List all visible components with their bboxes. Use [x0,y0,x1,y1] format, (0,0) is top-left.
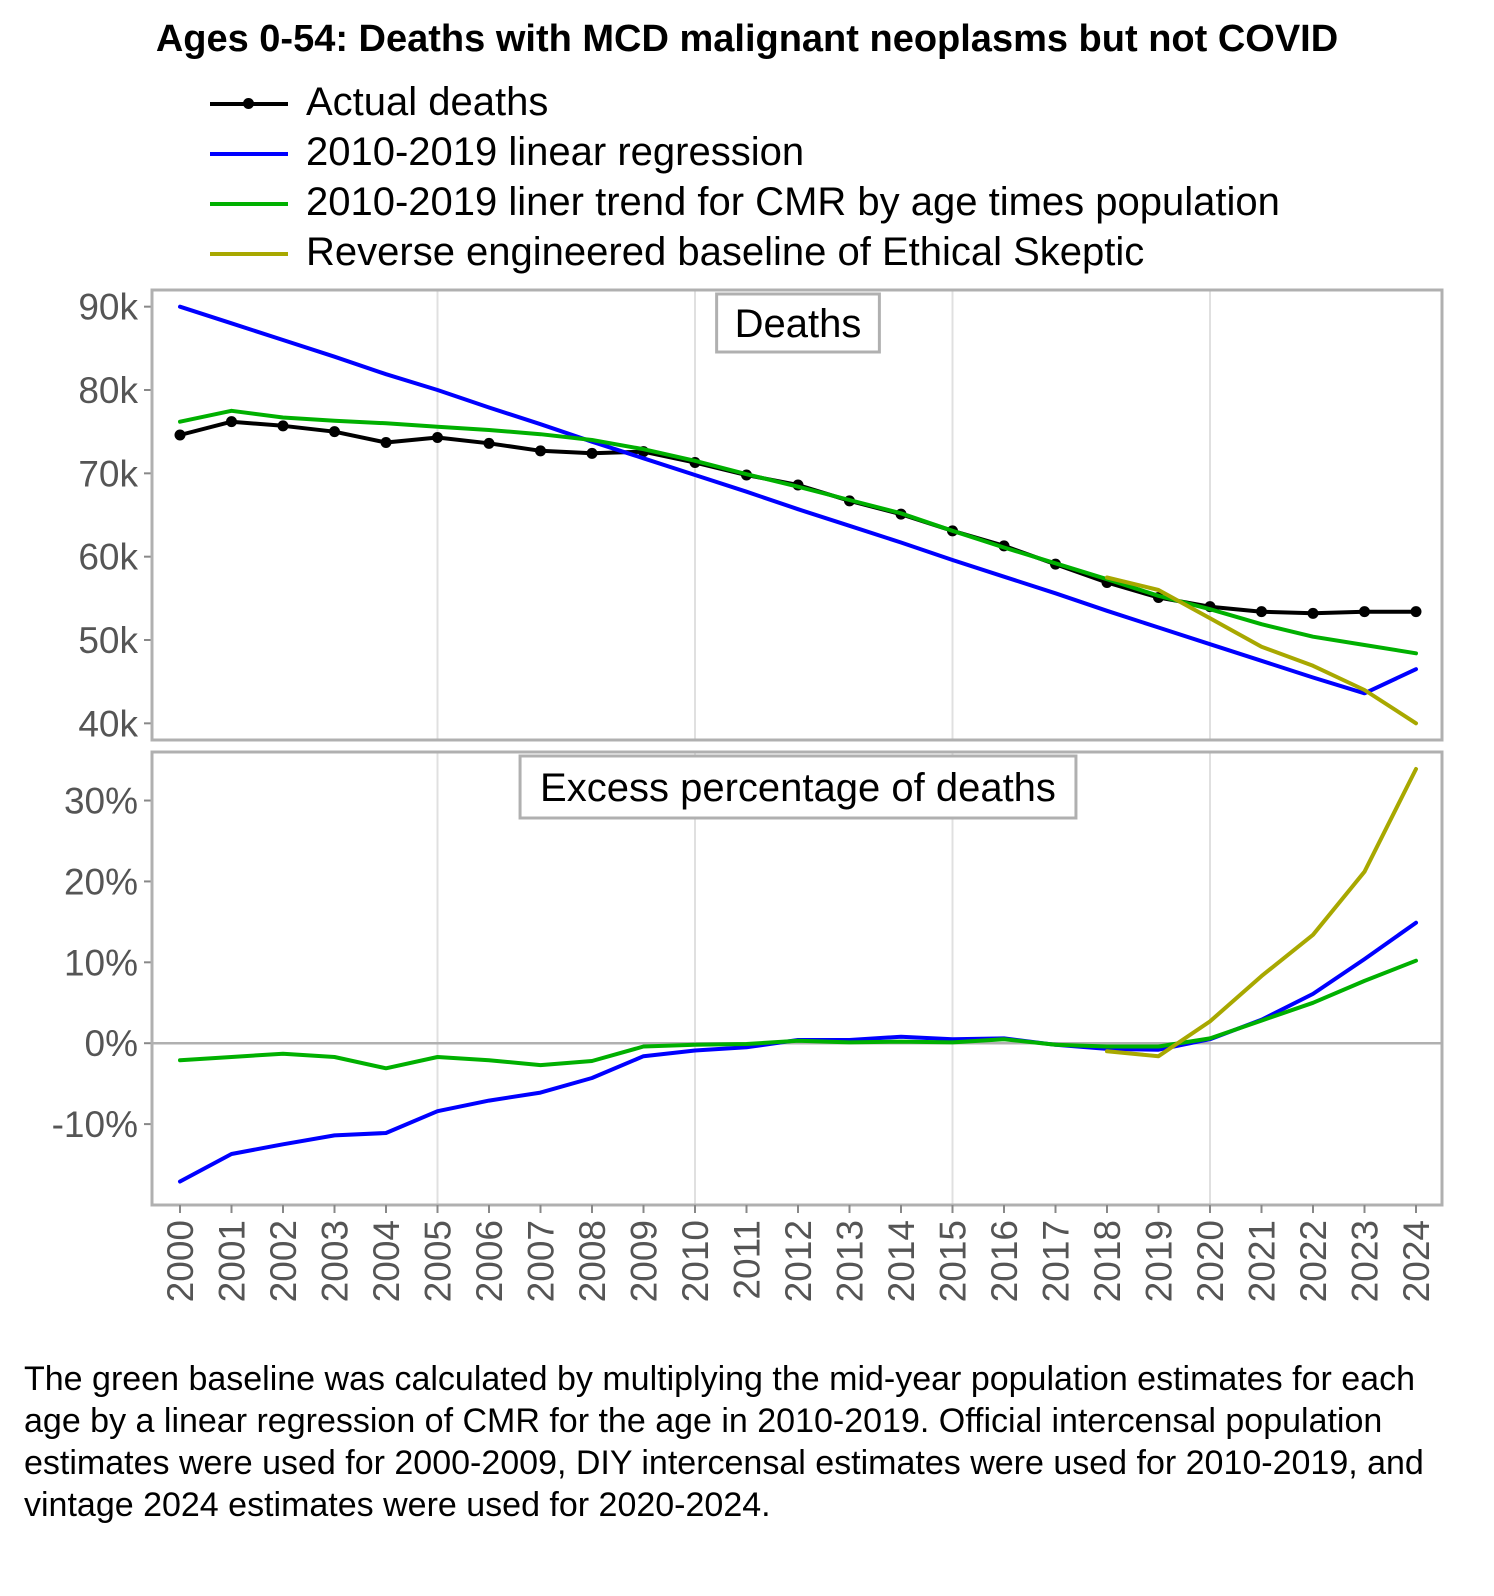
data-point [277,420,289,432]
facet-label: Excess percentage of deaths [540,766,1056,810]
data-point [535,445,546,457]
chart-title: Ages 0-54: Deaths with MCD malignant neo… [155,18,1339,60]
series-line [178,408,1418,656]
x-tick-label: 2024 [1396,1220,1437,1302]
data-point [1256,606,1267,618]
legend-marker-dot [243,98,254,109]
data-point [1307,607,1319,619]
data-point [1359,606,1370,618]
x-tick-label: 2014 [881,1220,922,1302]
x-tick-label: 2000 [160,1220,201,1302]
y-tick-label: 30% [64,781,138,822]
x-tick-label: 2006 [469,1220,510,1302]
y-tick-label: 60k [78,537,138,578]
legend-swatch-ethical-skeptic [210,252,288,256]
x-tick-label: 2017 [1036,1220,1077,1302]
legend-label-actual: Actual deaths [306,80,549,124]
data-point [586,447,598,459]
y-tick-label: 20% [64,861,138,902]
legend-label-regression: 2010-2019 linear regression [306,130,805,174]
facet-label: Deaths [735,302,862,346]
y-tick-label: 80k [78,370,138,411]
x-tick-label: 2021 [1242,1220,1283,1302]
x-tick-label: 2001 [212,1220,253,1302]
series-line [178,958,1418,1071]
x-tick-label: 2016 [984,1220,1025,1302]
x-tick-label: 2022 [1293,1220,1334,1302]
legend-label-cmr-trend: 2010-2019 liner trend for CMR by age tim… [306,180,1280,224]
x-tick-label: 2007 [521,1220,562,1302]
chart-canvas: 40k 50k 60k 70k 80k 90k Deaths -10% 0% 10% 20% 30% E… [52,287,1444,1302]
series-line [178,304,1418,696]
data-point [329,426,340,438]
x-tick-label: 2019 [1139,1220,1180,1302]
y-tick-label: 40k [78,703,138,744]
series-line [178,419,1418,616]
x-tick-label: 2013 [830,1220,871,1302]
x-tick-label: 2020 [1190,1220,1231,1302]
panel-excess: -10% 0% 10% 20% 30% Excess percentage of deat… [52,750,1444,1207]
data-point [226,416,237,428]
panel-deaths: 40k 50k 60k 70k 80k 90k Deaths [78,287,1444,744]
legend-swatch-cmr-trend [210,202,288,206]
facet-label-box [518,754,1078,820]
y-tick-label: 50k [78,620,138,661]
x-tick-label: 2018 [1087,1220,1128,1302]
x-tick-label: 2003 [315,1220,356,1302]
data-point [1410,606,1422,618]
x-tick-label: 2010 [675,1220,716,1302]
data-point [432,432,443,443]
x-axis: 2000 2001 2002 2003 2004 2005 2006 2007 2008 2009… [160,1205,1437,1302]
footnote: The green baseline was calculated by mul… [24,1360,1424,1524]
panel-border [150,288,1444,742]
x-tick-label: 2011 [727,1220,768,1300]
x-tick-label: 2002 [263,1220,304,1302]
series-line [1105,767,1418,1059]
legend-swatch-actual [210,98,288,109]
facet-label-box [715,292,881,354]
y-tick-label: 70k [78,453,138,494]
x-tick-label: 2004 [366,1220,407,1302]
series-line [1105,575,1418,726]
y-tick-label: 10% [64,942,138,983]
x-tick-label: 2005 [418,1220,459,1302]
legend-label-ethical-skeptic: Reverse engineered baseline of Ethical S… [306,230,1145,274]
y-tick-label: 0% [85,1023,138,1064]
y-tick-label: -10% [52,1104,138,1145]
data-point [174,429,186,441]
data-point [483,437,495,449]
series-line [178,920,1418,1184]
x-tick-label: 2008 [572,1220,613,1302]
x-tick-label: 2015 [933,1220,974,1302]
x-tick-label: 2023 [1345,1220,1386,1302]
data-point [380,437,392,448]
panel-border [150,750,1444,1207]
legend-swatch-regression [210,152,288,156]
y-tick-label: 90k [78,287,138,328]
x-tick-label: 2009 [624,1220,665,1302]
x-tick-label: 2012 [778,1220,819,1302]
